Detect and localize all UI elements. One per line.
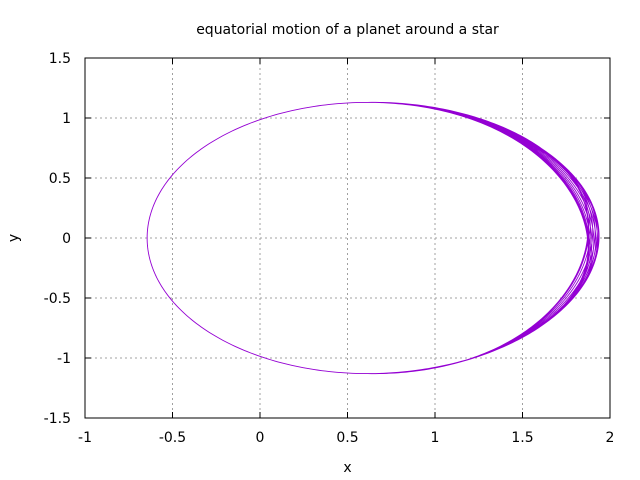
y-tick-labels: 1.5 1 0.5 0 -0.5 -1 -1.5 bbox=[44, 51, 71, 427]
ticks bbox=[84, 57, 611, 419]
x-tick-label: 0 bbox=[256, 430, 265, 446]
x-tick-label: 1 bbox=[431, 430, 440, 446]
x-axis-label: x bbox=[343, 460, 351, 476]
x-tick-label: -1 bbox=[78, 430, 92, 446]
x-tick-label: 1.5 bbox=[511, 430, 533, 446]
x-tick-label: -0.5 bbox=[159, 430, 186, 446]
chart-title: equatorial motion of a planet around a s… bbox=[196, 22, 499, 38]
y-axis-label: y bbox=[6, 234, 22, 242]
y-tick-label: 1 bbox=[62, 111, 71, 127]
y-tick-label: -1 bbox=[57, 351, 71, 367]
x-tick-label: 0.5 bbox=[336, 430, 358, 446]
x-tick-labels: -1 -0.5 0 0.5 1 1.5 2 bbox=[78, 430, 614, 446]
y-tick-label: -1.5 bbox=[44, 411, 71, 427]
orbit-series-line bbox=[146, 101, 600, 375]
y-tick-label: -0.5 bbox=[44, 291, 71, 307]
x-tick-label: 2 bbox=[606, 430, 615, 446]
grid bbox=[85, 58, 610, 418]
y-tick-label: 0.5 bbox=[49, 171, 71, 187]
y-tick-label: 1.5 bbox=[49, 51, 71, 67]
series-layer bbox=[146, 101, 600, 375]
y-tick-label: 0 bbox=[62, 231, 71, 247]
